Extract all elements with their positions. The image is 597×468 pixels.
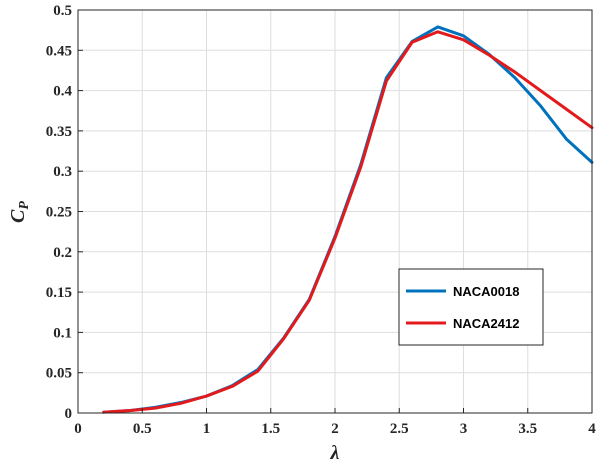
x-tick-label: 2 bbox=[331, 421, 339, 437]
y-axis-label: CP bbox=[7, 201, 32, 223]
y-tick-label: 0.5 bbox=[53, 3, 72, 19]
y-tick-label: 0.45 bbox=[46, 43, 72, 59]
series-line-naca2412 bbox=[102, 30, 594, 414]
y-tick-label: 0 bbox=[65, 406, 73, 422]
x-tick-label: 3 bbox=[460, 421, 468, 437]
y-tick-label: 0.05 bbox=[46, 366, 72, 382]
legend: NACA0018 NACA2412 bbox=[398, 268, 544, 346]
y-tick-label: 0.2 bbox=[53, 245, 72, 261]
x-tick-label: 2.5 bbox=[390, 421, 409, 437]
y-tick-label: 0.4 bbox=[53, 84, 72, 100]
x-axis-label: λ bbox=[330, 442, 340, 464]
y-tick-label: 0.1 bbox=[53, 325, 72, 341]
x-tick-label: 0 bbox=[74, 421, 82, 437]
x-tick-label: 1 bbox=[203, 421, 211, 437]
y-tick-label: 0.35 bbox=[46, 124, 72, 140]
x-tick-label: 1.5 bbox=[261, 421, 280, 437]
y-tick-label: 0.3 bbox=[53, 164, 72, 180]
y-tick-label: 0.15 bbox=[46, 285, 72, 301]
legend-label-naca2412: NACA2412 bbox=[453, 316, 519, 331]
legend-label-naca0018: NACA0018 bbox=[453, 284, 519, 299]
y-axis-label-sub: P bbox=[17, 201, 32, 210]
y-axis-label-main: C bbox=[7, 209, 29, 223]
x-tick-label: 0.5 bbox=[133, 421, 152, 437]
y-tick-label: 0.25 bbox=[46, 205, 72, 221]
series-layer bbox=[102, 25, 594, 414]
legend-box bbox=[398, 268, 544, 346]
x-tick-label: 3.5 bbox=[518, 421, 537, 437]
x-tick-label: 4 bbox=[588, 421, 596, 437]
ticks: 0 0.5 1 1.5 2 2.5 3 3.5 4 0 0.05 0.1 0.15 0.2 0.25 0.3 0… bbox=[46, 3, 597, 437]
